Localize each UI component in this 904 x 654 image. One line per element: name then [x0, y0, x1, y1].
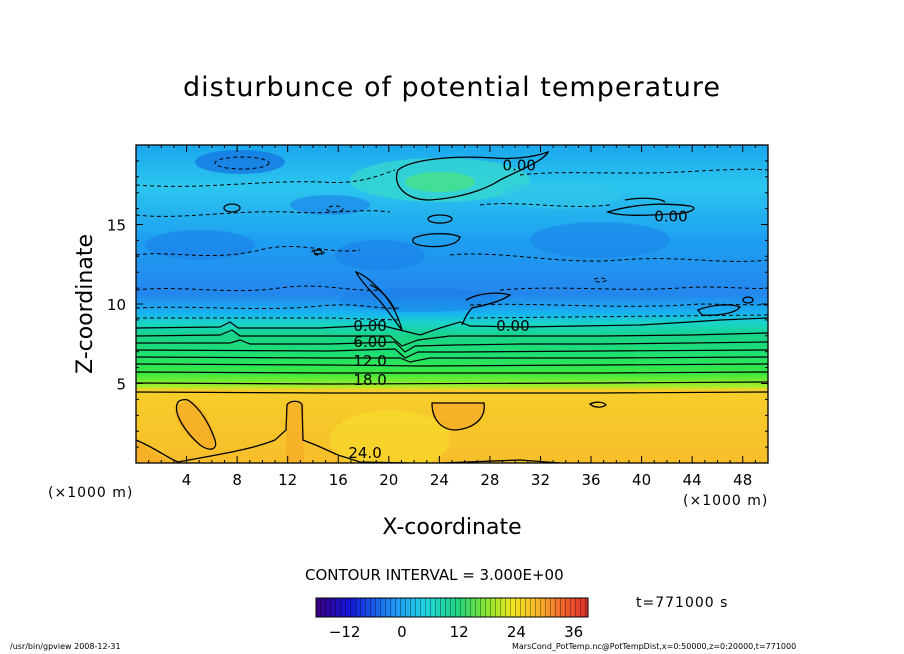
time-label: t=771000 s — [636, 595, 729, 611]
y-axis-label: Z-coordinate — [73, 234, 98, 374]
cool-patch — [530, 222, 670, 258]
footer-left-text: /usr/bin/gpview 2008-12-31 — [10, 642, 121, 651]
warm-patch — [286, 402, 304, 462]
contour-interval-label: CONTOUR INTERVAL = 3.000E+00 — [305, 566, 564, 584]
x-unit-label: (×1000 m) — [48, 485, 133, 501]
cool-patch — [195, 150, 285, 174]
colorbar-tick-label: 24 — [507, 623, 526, 641]
colorbar-frame — [315, 597, 589, 618]
chart-title: disturbunce of potential temperature — [183, 72, 721, 103]
warm-patch — [136, 440, 175, 463]
warm-patch — [175, 400, 215, 449]
y-tick-label: 10 — [107, 296, 126, 314]
contour-label: 18.0 — [353, 371, 386, 389]
contour-label: 0.00 — [654, 207, 687, 225]
x-tick-label: 16 — [329, 471, 348, 489]
colorbar-tick-label: 0 — [397, 623, 407, 641]
contour-field — [136, 145, 768, 463]
warm-patch — [431, 402, 486, 430]
stable-band-contours — [136, 317, 768, 394]
y-axis: 5 10 15 — [107, 160, 768, 448]
colorbar-tick-label: 36 — [564, 623, 583, 641]
x-tick-label: 32 — [531, 471, 550, 489]
x-tick-label: 12 — [278, 471, 297, 489]
contour-label: 12.0 — [353, 352, 386, 370]
contour-label: 6.00 — [353, 333, 386, 351]
lower-contours — [136, 398, 607, 463]
zero-contours — [223, 150, 754, 331]
x-tick-label: 24 — [430, 471, 449, 489]
negative-contours — [136, 156, 768, 321]
x-tick-label: 48 — [733, 471, 752, 489]
z-unit-label: (×1000 m) — [683, 493, 768, 509]
footer-right-text: MarsCond_PotTemp.nc@PotTempDist,x=0:5000… — [512, 642, 797, 651]
contour-label: 0.00 — [503, 156, 536, 174]
colorbar-tick-label: −12 — [329, 623, 361, 641]
x-tick-label: 8 — [232, 471, 242, 489]
cool-patch — [335, 240, 425, 270]
colorbar-ticks: −12 0 12 24 36 — [329, 623, 583, 641]
x-axis-label: X-coordinate — [382, 515, 521, 540]
contour-label: 0.00 — [353, 317, 386, 335]
y-tick-label: 5 — [116, 376, 126, 394]
contour-label: 24.0 — [348, 444, 381, 462]
warm-core — [405, 172, 475, 192]
cool-patch — [145, 230, 255, 260]
x-tick-label: 44 — [683, 471, 702, 489]
warm-patch — [330, 410, 450, 463]
warm-patch — [500, 181, 620, 209]
colorbar: −12 0 12 24 36 — [315, 597, 589, 641]
x-tick-label: 20 — [379, 471, 398, 489]
x-tick-label: 40 — [632, 471, 651, 489]
colorbar-stripes — [316, 598, 588, 617]
colorbar-tick-label: 12 — [450, 623, 469, 641]
cool-patch — [290, 195, 370, 215]
cool-patch — [340, 288, 500, 312]
y-tick-label: 15 — [107, 217, 126, 235]
x-axis: 4 8 12 16 20 24 28 32 36 40 44 48 — [148, 145, 756, 489]
x-tick-label: 36 — [581, 471, 600, 489]
x-tick-label: 4 — [182, 471, 192, 489]
x-tick-label: 28 — [480, 471, 499, 489]
contour-label: 0.00 — [496, 317, 529, 335]
